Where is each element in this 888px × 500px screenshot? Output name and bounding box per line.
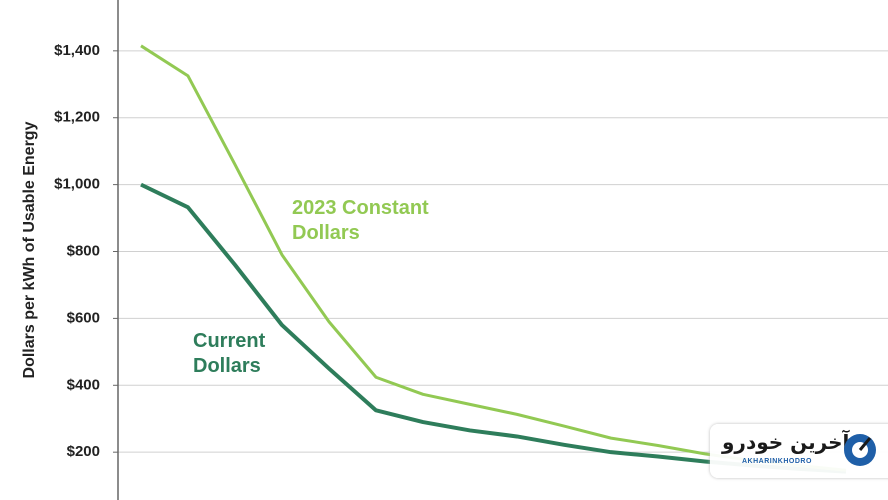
y-axis-label: Dollars per kWh of Usable Energy	[21, 121, 38, 378]
y-tick-label: $400	[67, 376, 100, 393]
watermark-subtext: AKHARINKHODRO	[742, 458, 812, 465]
y-tick-label: $1,200	[54, 109, 100, 126]
logo	[844, 434, 876, 466]
series-label: Current Dollars	[193, 330, 266, 377]
series-line	[140, 44, 847, 472]
y-tick-label: $800	[67, 242, 100, 259]
y-tick-label: $1,000	[54, 176, 100, 193]
y-tick-label: $600	[67, 309, 100, 326]
series-label: 2023 Constant Dollars	[292, 197, 429, 244]
watermark: آخرین خودرو AKHARINKHODRO	[710, 424, 888, 478]
y-tick-label: $200	[67, 443, 100, 460]
y-tick-label: $1,400	[54, 42, 100, 59]
watermark-text: آخرین خودرو	[722, 430, 850, 454]
